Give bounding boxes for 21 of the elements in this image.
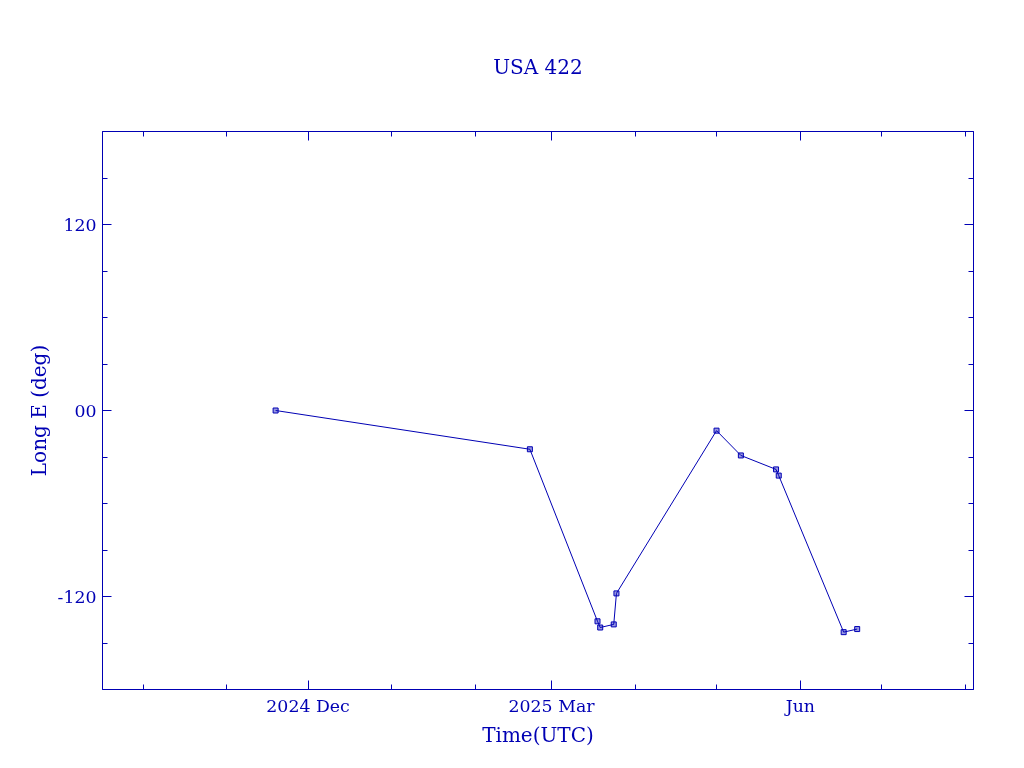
x-axis-title: Time(UTC) (482, 722, 594, 747)
point (272, 407, 279, 414)
point (737, 452, 744, 459)
point (854, 626, 861, 633)
x-tick-label: Jun (783, 695, 816, 716)
y-tick-label: 120 (63, 214, 97, 235)
point (526, 446, 533, 453)
y-axis-title: Long E (deg) (26, 344, 51, 477)
point (597, 624, 604, 631)
y-tick-label: 00 (74, 400, 97, 421)
x-tick-label: 2025 Mar (508, 695, 596, 716)
y-tick-label: -120 (57, 586, 97, 607)
chart-title: USA 422 (493, 55, 583, 79)
point (610, 621, 617, 628)
point (613, 590, 620, 597)
point (713, 427, 720, 434)
point (773, 466, 780, 473)
point (594, 618, 601, 625)
x-tick-label: 2024 Dec (266, 695, 350, 716)
point (775, 472, 782, 479)
point (840, 629, 847, 636)
